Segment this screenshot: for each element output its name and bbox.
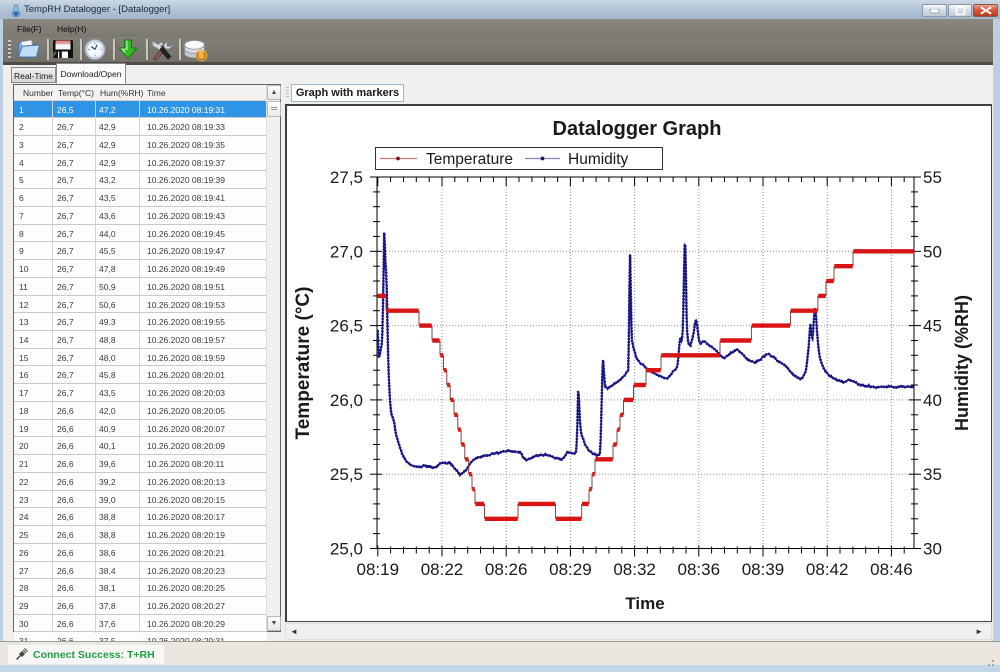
svg-text:27,0: 27,0 bbox=[330, 242, 363, 261]
svg-text:Datalogger Graph: Datalogger Graph bbox=[553, 118, 722, 140]
svg-text:08:26: 08:26 bbox=[485, 560, 528, 579]
svg-text:27,5: 27,5 bbox=[330, 168, 363, 187]
svg-text:Temperature (°C): Temperature (°C) bbox=[293, 287, 314, 440]
svg-text:50: 50 bbox=[923, 242, 942, 261]
svg-text:Time: Time bbox=[625, 594, 664, 613]
svg-text:26,0: 26,0 bbox=[330, 391, 363, 410]
svg-text:08:42: 08:42 bbox=[806, 560, 849, 579]
svg-text:25,5: 25,5 bbox=[330, 465, 363, 484]
svg-text:Humidity (%RH): Humidity (%RH) bbox=[952, 295, 972, 431]
svg-text:40: 40 bbox=[923, 391, 942, 410]
svg-text:26,5: 26,5 bbox=[330, 317, 363, 336]
svg-text:Temperature: Temperature bbox=[426, 151, 513, 168]
svg-text:08:46: 08:46 bbox=[870, 560, 913, 579]
svg-text:08:22: 08:22 bbox=[421, 560, 464, 579]
svg-text:55: 55 bbox=[923, 168, 942, 187]
svg-text:Humidity: Humidity bbox=[568, 151, 629, 168]
svg-text:08:36: 08:36 bbox=[678, 560, 721, 579]
svg-text:08:39: 08:39 bbox=[742, 560, 785, 579]
svg-text:25,0: 25,0 bbox=[330, 540, 363, 559]
svg-text:08:19: 08:19 bbox=[357, 560, 400, 579]
svg-text:30: 30 bbox=[923, 540, 942, 559]
svg-text:08:32: 08:32 bbox=[613, 560, 656, 579]
svg-text:45: 45 bbox=[923, 317, 942, 336]
svg-text:08:29: 08:29 bbox=[549, 560, 592, 579]
svg-text:35: 35 bbox=[923, 465, 942, 484]
